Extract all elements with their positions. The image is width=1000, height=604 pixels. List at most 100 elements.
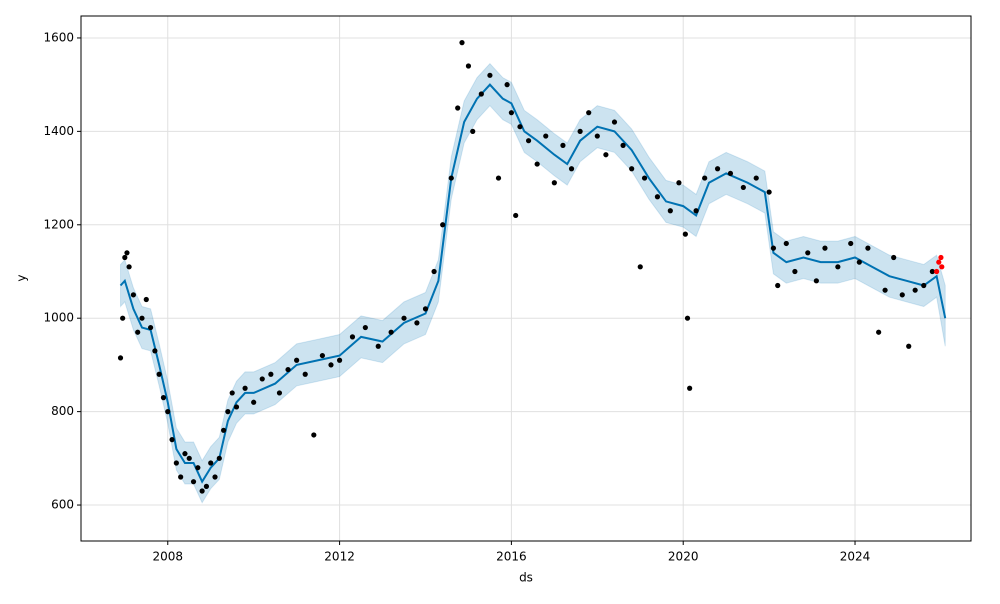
data-point <box>455 105 461 111</box>
data-point <box>921 282 927 289</box>
data-point <box>229 390 235 396</box>
data-point <box>753 175 759 181</box>
data-point <box>152 348 158 354</box>
data-point <box>517 124 523 130</box>
data-point <box>233 404 240 410</box>
data-point <box>147 324 154 331</box>
data-point <box>276 390 283 396</box>
data-point <box>431 268 437 275</box>
data-point <box>525 138 532 144</box>
data-point <box>465 63 472 69</box>
y-tick-label: 1200 <box>43 217 74 231</box>
data-point <box>208 460 214 466</box>
data-point <box>702 175 708 181</box>
data-point <box>375 343 381 349</box>
y-axis-label: y <box>15 274 29 281</box>
data-point <box>543 133 549 139</box>
data-point <box>221 427 227 433</box>
data-point <box>135 329 141 335</box>
data-point <box>470 128 476 134</box>
data-point <box>311 432 317 438</box>
data-point <box>508 110 514 116</box>
data-point <box>302 371 308 377</box>
y-tick-label: 600 <box>51 498 74 512</box>
data-point <box>268 371 274 377</box>
uncertainty-band <box>120 62 946 504</box>
data-point <box>586 110 592 116</box>
data-point <box>637 264 643 270</box>
forecast-line <box>119 83 947 484</box>
data-point <box>906 343 912 349</box>
data-point <box>182 451 188 457</box>
data-point <box>684 315 691 321</box>
data-point <box>603 152 609 158</box>
data-point <box>740 184 746 191</box>
data-point <box>190 479 197 485</box>
data-point <box>594 133 600 139</box>
data-point <box>534 161 540 167</box>
data-point <box>122 254 128 261</box>
data-point <box>835 264 841 270</box>
data-point <box>156 371 162 377</box>
data-point <box>242 385 248 391</box>
data-point <box>448 175 454 181</box>
data-point <box>676 180 682 186</box>
data-point <box>792 268 798 275</box>
data-point <box>560 142 566 148</box>
data-point <box>682 231 688 237</box>
data-point <box>203 483 210 489</box>
data-point <box>216 455 222 461</box>
data-point <box>641 175 648 181</box>
data-point <box>126 264 132 270</box>
data-point <box>667 208 673 214</box>
data-point <box>401 315 407 321</box>
x-axis-label: ds <box>519 571 533 585</box>
data-point <box>611 119 618 125</box>
data-point <box>766 189 772 195</box>
data-point <box>319 352 325 359</box>
data-point <box>143 296 149 303</box>
data-point <box>165 409 171 415</box>
data-point <box>551 180 557 186</box>
data-point <box>568 166 575 172</box>
x-tick-label: 2008 <box>152 550 183 564</box>
data-point <box>422 306 429 312</box>
data-point <box>876 329 882 335</box>
data-point <box>813 278 819 284</box>
data-point <box>199 488 205 494</box>
x-tick-label: 2020 <box>668 550 699 564</box>
data-point <box>120 315 126 321</box>
data-point <box>938 254 944 261</box>
data-point <box>775 282 781 289</box>
data-point <box>388 329 394 335</box>
data-point <box>225 409 231 415</box>
x-tick-label: 2024 <box>840 550 871 564</box>
data-point <box>130 292 137 298</box>
data-point <box>139 315 145 321</box>
data-point <box>513 212 519 219</box>
data-point <box>160 395 167 401</box>
data-point <box>173 460 179 466</box>
data-point <box>929 268 935 275</box>
data-point <box>328 362 334 368</box>
data-point <box>459 40 465 46</box>
y-tick-label: 1400 <box>43 124 74 138</box>
data-point <box>936 259 942 265</box>
data-point <box>620 142 626 148</box>
data-point <box>487 72 493 78</box>
data-point <box>169 437 175 443</box>
data-point <box>770 245 777 251</box>
data-point <box>414 320 420 326</box>
data-point <box>285 366 291 373</box>
data-point <box>865 245 871 251</box>
data-point <box>714 166 721 172</box>
data-point <box>912 287 918 293</box>
data-point <box>117 355 124 361</box>
data-point <box>349 334 356 340</box>
data-point <box>848 240 854 247</box>
y-tick-label: 1600 <box>43 30 74 44</box>
data-point <box>124 250 130 256</box>
data-point <box>178 474 184 480</box>
data-point <box>212 474 218 480</box>
